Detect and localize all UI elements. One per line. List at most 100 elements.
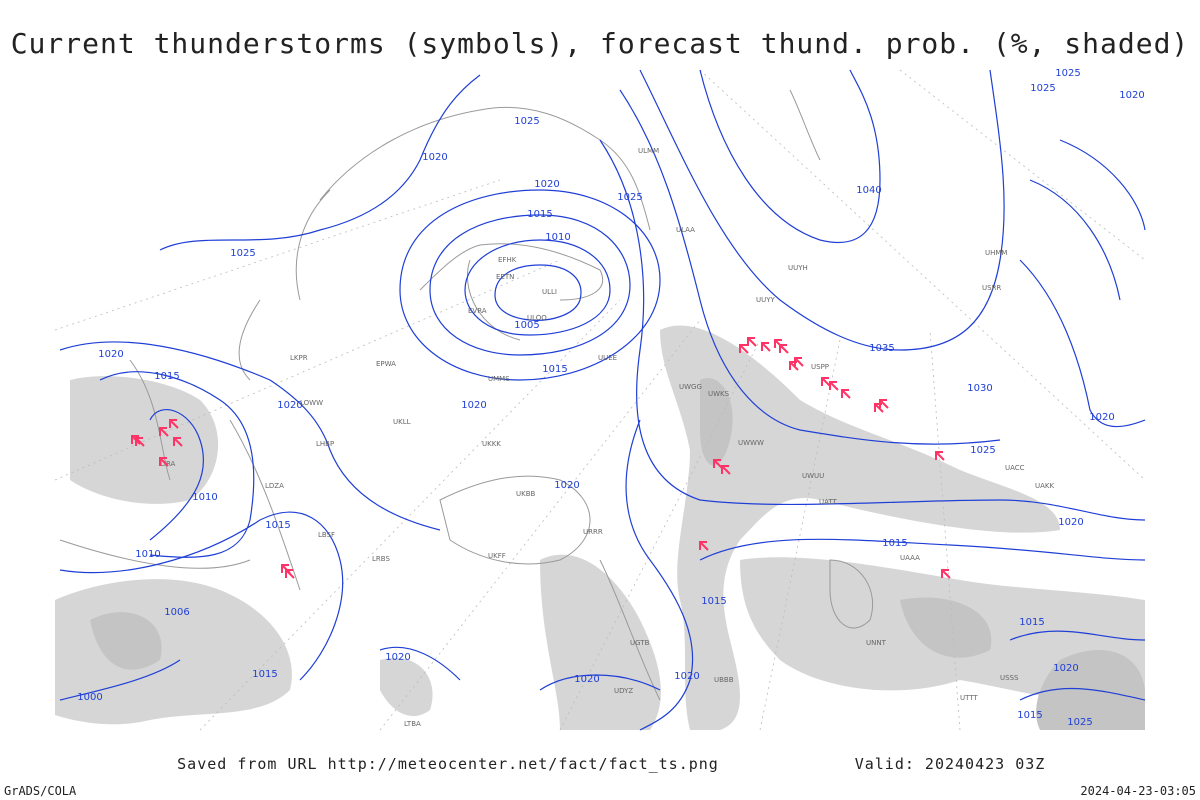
station-label: UWKS <box>708 390 730 398</box>
thunderstorm-symbol <box>135 437 145 447</box>
isobar-label: 1035 <box>869 343 894 354</box>
source-url: Saved from URL http://meteocenter.net/fa… <box>177 755 719 773</box>
station-label: ULLI <box>542 288 557 296</box>
isobar-label: 1010 <box>545 232 570 243</box>
station-label: ULAA <box>676 226 695 234</box>
isobar-label: 1025 <box>1030 83 1055 94</box>
station-label: UGTB <box>630 639 650 647</box>
station-label: EVRA <box>468 307 487 315</box>
isobar-label: 1015 <box>527 209 552 220</box>
map-labels: 1025 1020 1020 1025 1015 1010 1005 1015 1020 1025… <box>77 68 1144 728</box>
thunderstorm-symbol <box>713 459 723 469</box>
station-label: LBSF <box>318 531 335 539</box>
station-label: LTBA <box>404 720 421 728</box>
thunderstorm-symbols <box>131 337 951 579</box>
station-label: LOWW <box>300 399 323 407</box>
thunderstorm-symbol <box>131 435 141 445</box>
isobar-label: 1025 <box>1055 68 1080 79</box>
isobar-label: 1015 <box>154 371 179 382</box>
station-label: UKKK <box>482 440 501 448</box>
thunderstorm-symbol <box>169 419 179 429</box>
isobar-label: 1020 <box>674 671 699 682</box>
thunderstorm-symbol <box>761 342 771 352</box>
isobar-label: 1005 <box>514 320 539 331</box>
isobar-label: 1020 <box>1089 412 1114 423</box>
station-label: UKLL <box>393 418 411 426</box>
station-label: ULMM <box>638 147 659 155</box>
station-label: EFHK <box>498 256 517 264</box>
map-title: Current thunderstorms (symbols), forecas… <box>11 27 1190 60</box>
isobar-label: 1015 <box>252 669 277 680</box>
isobar-label: 1020 <box>574 674 599 685</box>
isobar-label: 1020 <box>1058 517 1083 528</box>
station-label: USSS <box>1000 674 1019 682</box>
station-label: LRBS <box>372 555 390 563</box>
map-frame <box>54 69 1146 731</box>
station-label: UUYY <box>756 296 776 304</box>
isobar-label: 1015 <box>882 538 907 549</box>
isobar-label: 1025 <box>514 116 539 127</box>
station-label: UMMS <box>488 375 510 383</box>
station-label: UWGG <box>679 383 702 391</box>
isobar-label: 1025 <box>617 192 642 203</box>
thunderstorm-symbol <box>285 569 295 579</box>
station-label: ULOO <box>527 314 547 322</box>
isobar-label: 1025 <box>230 248 255 259</box>
station-label: UTTT <box>960 694 978 702</box>
station-label: LIRA <box>160 460 176 468</box>
station-label: UDYZ <box>614 687 633 695</box>
station-label: UUEE <box>598 354 617 362</box>
isobar-label: 1020 <box>422 152 447 163</box>
thunderstorm-symbol <box>941 569 951 579</box>
isobar-label: 1020 <box>461 400 486 411</box>
isobar-label: 1015 <box>1019 617 1044 628</box>
isobar-label: 1040 <box>856 185 881 196</box>
station-label: UNNT <box>866 639 887 647</box>
station-label: LDZA <box>265 482 284 490</box>
isobar-label: 1020 <box>98 349 123 360</box>
station-label: UAKK <box>1035 482 1055 490</box>
station-label: UBBB <box>714 676 734 684</box>
thunderstorm-symbol <box>739 344 749 354</box>
station-label: UHMM <box>985 249 1007 257</box>
isobar-label: 1015 <box>265 520 290 531</box>
thunderstorm-symbol <box>159 427 169 437</box>
station-label: EPWA <box>376 360 396 368</box>
station-label: UAAA <box>900 554 920 562</box>
thunderstorm-symbol <box>935 451 945 461</box>
isobar-label: 1020 <box>1119 90 1144 101</box>
isobar-label: 1020 <box>534 179 559 190</box>
station-label: UWUU <box>802 472 824 480</box>
thunderstorm-symbol <box>779 344 789 354</box>
isobar-label: 1006 <box>164 607 189 618</box>
isobar-label: 1020 <box>385 652 410 663</box>
station-label: LHBP <box>316 440 334 448</box>
station-label: URRR <box>583 528 603 536</box>
station-label: UATT <box>819 498 838 506</box>
thunderstorm-symbol <box>721 465 731 475</box>
isobar-label: 1015 <box>701 596 726 607</box>
thunderstorm-symbol <box>821 377 831 387</box>
station-label: EETN <box>496 273 514 281</box>
thunderstorm-symbol <box>879 399 889 409</box>
thunderstorm-symbol <box>829 381 839 391</box>
station-label: UACC <box>1005 464 1025 472</box>
station-label: UWWW <box>738 439 764 447</box>
isobar-label: 1010 <box>192 492 217 503</box>
station-label: UUYH <box>788 264 808 272</box>
isobar-label: 1015 <box>542 364 567 375</box>
thunderstorm-symbol <box>794 357 804 367</box>
isobar-label: 1020 <box>277 400 302 411</box>
isobar-label: 1025 <box>1067 717 1092 728</box>
isobar-label: 1025 <box>970 445 995 456</box>
thunderstorm-symbol <box>159 457 169 467</box>
isobar-label: 1010 <box>135 549 160 560</box>
isobar-label: 1015 <box>1017 710 1042 721</box>
isobar-label: 1020 <box>554 480 579 491</box>
station-label: USRR <box>982 284 1001 292</box>
thunderstorm-symbol <box>699 541 709 551</box>
station-label: UKFF <box>488 552 506 560</box>
isobar-label: 1030 <box>967 383 992 394</box>
station-label: UKBB <box>516 490 536 498</box>
